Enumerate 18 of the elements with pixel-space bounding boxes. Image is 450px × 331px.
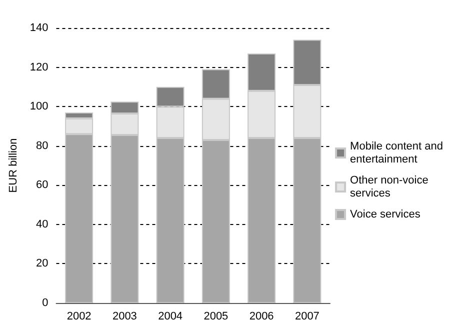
y-tick-label: 40: [36, 218, 48, 230]
y-axis-title: EUR billion: [8, 138, 20, 193]
legend-label: Mobile content and entertainment: [350, 140, 443, 166]
y-tick-label: 20: [36, 258, 48, 270]
y-tick-label: 80: [36, 140, 48, 152]
y-tick-label: 100: [30, 100, 48, 113]
x-tick-label: 2004: [158, 310, 183, 322]
x-tick-label: 2005: [204, 310, 228, 322]
y-tick-label: 0: [42, 297, 48, 309]
y-tick-label: 120: [30, 61, 48, 74]
y-tick-label: 60: [36, 179, 48, 192]
x-tick-label: 2007: [294, 310, 320, 322]
legend-label: Voice services: [350, 208, 421, 220]
x-tick-label: 2002: [66, 310, 92, 322]
x-tick-label: 2003: [112, 310, 137, 322]
x-tick-label: 2006: [249, 310, 274, 322]
legend-label: Other non-voice services: [350, 174, 428, 200]
y-tick-label: 140: [30, 22, 48, 34]
